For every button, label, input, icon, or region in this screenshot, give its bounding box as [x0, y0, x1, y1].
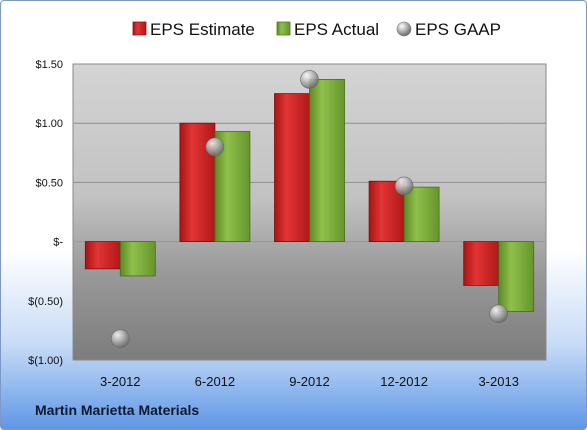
x-tick-label: 3-2013: [478, 374, 518, 389]
x-tick-label: 9-2012: [289, 374, 329, 389]
legend-item-actual: EPS Actual: [276, 20, 379, 39]
bar-estimate: [84, 241, 121, 270]
legend-actual-swatch: [276, 21, 291, 36]
x-tick-label: 3-2012: [100, 374, 140, 389]
legend-gaap-label: EPS GAAP: [415, 20, 501, 39]
y-tick-label: $(0.50): [28, 296, 63, 308]
gaap-point: [111, 329, 130, 348]
y-tick-label: $-: [53, 237, 63, 249]
legend-item-gaap: EPS GAAP: [396, 20, 501, 39]
bar-estimate: [463, 241, 500, 286]
y-tick-label: $1.00: [35, 118, 63, 130]
gaap-point: [394, 176, 414, 196]
x-tick-label: 6-2012: [195, 374, 235, 389]
y-axis: $1.50 $1.00 $0.50 $- $(0.50) $(1.00): [28, 59, 63, 367]
bar-actual: [119, 241, 156, 277]
legend-actual-label: EPS Actual: [294, 20, 379, 39]
bar-actual: [498, 241, 535, 312]
legend-estimate-label: EPS Estimate: [150, 20, 255, 39]
y-tick-label: $1.50: [35, 59, 63, 71]
bar-actual: [214, 131, 251, 243]
legend-estimate-swatch: [132, 21, 147, 36]
gaap-points: [111, 70, 509, 348]
gaap-point: [489, 304, 509, 324]
company-name: Martin Marietta Materials: [35, 402, 200, 418]
y-tick-label: $(1.00): [28, 355, 63, 367]
bar-actual: [403, 186, 440, 243]
y-tick-label: $0.50: [35, 177, 63, 189]
bar-actual: [309, 78, 345, 242]
legend-gaap-marker: [396, 21, 412, 37]
gaap-point: [300, 70, 319, 89]
bars: [84, 78, 535, 312]
legend: EPS Estimate EPS Actual EPS GAAP: [132, 20, 501, 39]
x-tick-label: 12-2012: [380, 374, 428, 389]
bar-estimate: [274, 93, 310, 242]
x-axis: 3-2012 6-2012 9-2012 12-2012 3-2013: [100, 374, 519, 389]
legend-item-estimate: EPS Estimate: [132, 20, 255, 39]
gaap-point: [205, 137, 225, 157]
